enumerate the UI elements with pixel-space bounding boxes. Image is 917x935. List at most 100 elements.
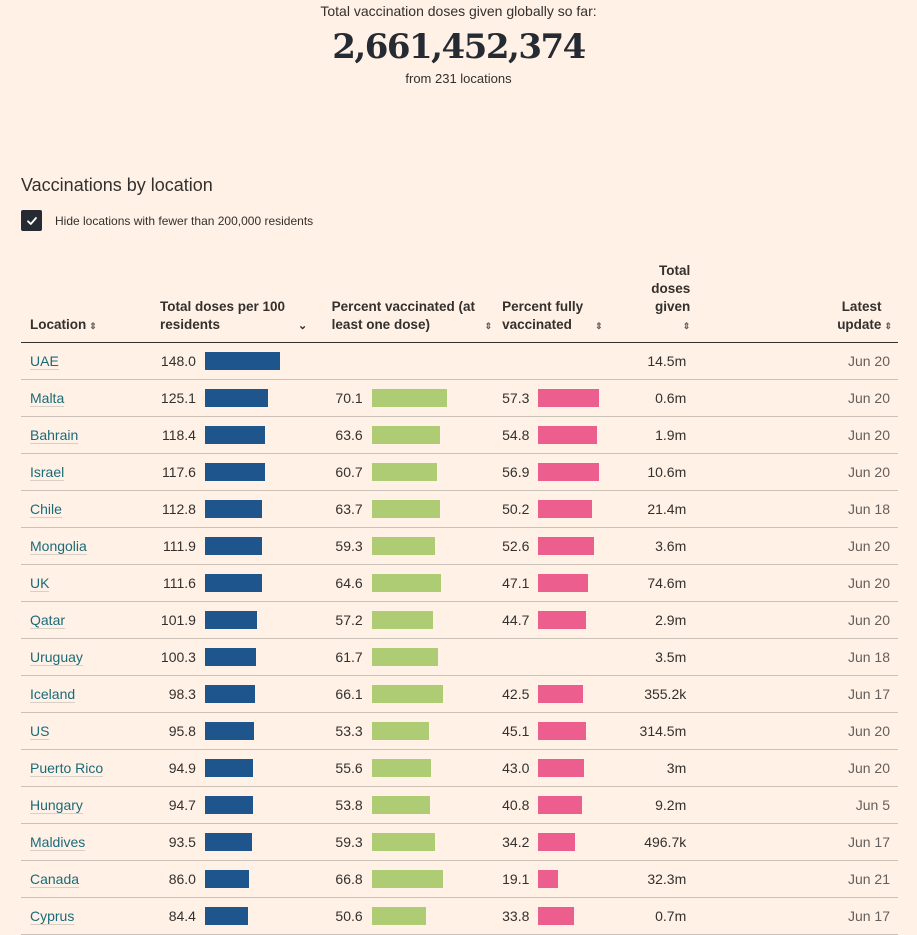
percent-one-dose-cell: 63.7 [331,490,503,528]
percent-fully-bar [538,500,593,518]
doses-per-100-value: 112.8 [161,501,196,517]
table-row: Iceland 98.3 66.1 42.5 355.2k Jun 17 [21,675,898,713]
location-link[interactable]: Iceland [30,686,76,703]
doses-per-100-value: 94.7 [168,797,196,813]
percent-fully-bar [538,759,585,777]
column-header-doses-per-100[interactable]: Total doses per 100 residents ⌄ [159,262,332,343]
location-cell: US [21,712,160,750]
percent-fully-cell [502,342,640,380]
doses-per-100-cell: 93.5 [159,823,332,861]
percent-one-dose-bar [371,426,440,444]
column-header-label: Percent vaccinated (at least one dose) [331,299,475,332]
table-row: Malta 125.1 70.1 57.3 0.6m Jun 20 [21,379,898,417]
location-cell: Hungary [21,786,160,824]
location-link[interactable]: Mongolia [30,538,87,555]
column-header-total-doses[interactable]: Total doses given ⇕ [639,262,797,343]
location-link[interactable]: Chile [30,501,62,518]
percent-fully-bar [538,426,598,444]
percent-fully-value: 34.2 [502,834,530,850]
percent-one-dose-bar [371,500,440,518]
location-link[interactable]: Malta [30,390,65,407]
table-row: Canada 86.0 66.8 19.1 32.3m Jun 21 [21,860,898,898]
total-doses-cell: 3.6m [639,527,797,565]
total-doses-cell: 314.5m [639,712,797,750]
doses-per-100-bar [204,796,253,814]
percent-one-dose-cell: 59.3 [331,527,503,565]
percent-one-dose-value: 53.8 [335,797,363,813]
percent-one-dose-cell: 50.6 [331,897,503,935]
percent-one-dose-bar [371,907,426,925]
percent-one-dose-value: 66.8 [335,871,363,887]
doses-per-100-bar [204,500,262,518]
doses-per-100-bar [204,870,249,888]
percent-one-dose-bar [371,722,429,740]
doses-per-100-cell: 95.8 [159,712,332,750]
percent-one-dose-value: 55.6 [335,760,363,776]
location-link[interactable]: UAE [30,353,59,370]
latest-update-cell: Jun 20 [796,342,898,380]
global-total-banner: Total vaccination doses given globally s… [0,0,917,87]
location-link[interactable]: Qatar [30,612,66,629]
vaccinations-table: Location ⇕ Total doses per 100 residents ⌄… [21,262,898,935]
location-cell: UAE [21,342,160,380]
sort-unsorted-icon: ⇕ [682,321,691,331]
doses-per-100-cell: 112.8 [159,490,332,528]
table-row: Hungary 94.7 53.8 40.8 9.2m Jun 5 [21,786,898,824]
location-link[interactable]: Israel [30,464,65,481]
doses-per-100-cell: 148.0 [159,342,332,380]
percent-one-dose-bar [371,648,438,666]
percent-fully-value: 54.8 [502,427,530,443]
doses-per-100-bar [204,722,254,740]
column-header-percent-fully[interactable]: Percent fully vaccinated ⇕ [502,262,640,343]
location-cell: Cyprus [21,897,160,935]
small-locations-filter[interactable]: Hide locations with fewer than 200,000 r… [21,210,313,231]
location-link[interactable]: Canada [30,871,80,888]
percent-one-dose-bar [371,537,435,555]
percent-one-dose-bar [371,685,443,703]
percent-fully-value: 52.6 [502,538,530,554]
latest-update-cell: Jun 17 [796,675,898,713]
doses-per-100-cell: 94.9 [159,749,332,787]
column-header-label: Percent fully vaccinated [502,299,584,332]
percent-one-dose-value: 66.1 [335,686,363,702]
column-header-location[interactable]: Location ⇕ [21,262,160,343]
percent-one-dose-cell: 64.6 [331,564,503,602]
location-link[interactable]: Cyprus [30,908,75,925]
column-header-percent-one-dose[interactable]: Percent vaccinated (at least one dose) ⇕ [331,262,503,343]
doses-per-100-value: 86.0 [168,871,196,887]
percent-fully-cell: 45.1 [502,712,640,750]
column-header-label: Latest update [837,299,882,332]
location-link[interactable]: Maldives [30,834,86,851]
doses-per-100-bar [204,833,252,851]
total-doses-cell: 0.7m [639,897,797,935]
total-doses-cell: 2.9m [639,601,797,639]
sort-descending-icon: ⌄ [297,320,308,332]
total-doses-cell: 9.2m [639,786,797,824]
column-header-latest-update[interactable]: Latest update ⇕ [796,262,898,343]
location-link[interactable]: Puerto Rico [30,760,104,777]
percent-fully-cell: 47.1 [502,564,640,602]
latest-update-cell: Jun 20 [796,601,898,639]
location-cell: Bahrain [21,416,160,454]
percent-fully-value: 43.0 [502,760,530,776]
percent-one-dose-value: 70.1 [335,390,363,406]
location-link[interactable]: US [30,723,50,740]
percent-fully-bar [538,796,583,814]
doses-per-100-bar [204,426,265,444]
location-link[interactable]: Uruguay [30,649,83,666]
doses-per-100-cell: 111.9 [159,527,332,565]
latest-update-cell: Jun 20 [796,416,898,454]
percent-one-dose-cell: 53.8 [331,786,503,824]
hide-small-locations-checkbox[interactable] [21,210,42,231]
total-doses-cell: 496.7k [639,823,797,861]
location-link[interactable]: UK [30,575,50,592]
location-link[interactable]: Hungary [30,797,83,814]
doses-per-100-value: 148.0 [160,353,196,369]
percent-one-dose-cell: 66.1 [331,675,503,713]
percent-fully-cell: 42.5 [502,675,640,713]
location-link[interactable]: Bahrain [30,427,79,444]
doses-per-100-bar [204,463,265,481]
doses-per-100-value: 100.3 [160,649,196,665]
section-title: Vaccinations by location [21,175,213,195]
percent-one-dose-cell: 70.1 [331,379,503,417]
